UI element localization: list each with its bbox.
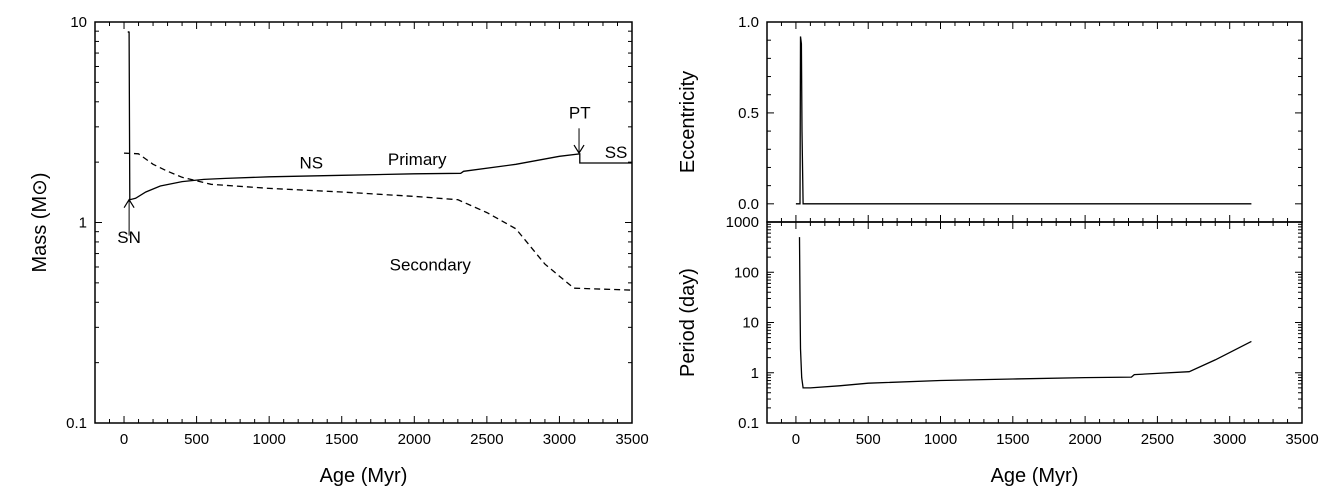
x-tick-label: 0 (792, 431, 800, 448)
x-tick-label: 3500 (615, 431, 648, 448)
x-tick-label: 500 (184, 431, 209, 448)
eccentricity-panel: 0.0 0.5 1.0 Eccentricity (677, 14, 1303, 223)
annotation-ns: NS (299, 153, 323, 172)
y-tick-label: 0.1 (738, 415, 759, 432)
y-tick-label: 100 (734, 264, 759, 281)
x-tick-label: 2000 (1068, 431, 1101, 448)
y-tick-label: 10 (70, 14, 87, 31)
x-tick-label: 3500 (1285, 431, 1318, 448)
y-tick-label: 1 (751, 365, 759, 382)
annotation-sn: SN (117, 228, 141, 247)
x-tick-label: 1000 (252, 431, 285, 448)
y-tick-label: 1 (79, 215, 87, 232)
eccentricity-plot-frame (766, 21, 1303, 223)
x-axis-title: Age (Myr) (991, 465, 1079, 486)
x-tick-label: 1500 (996, 431, 1029, 448)
period-plot-frame (766, 221, 1303, 424)
mass-plot-frame (94, 21, 633, 424)
y-axis-title-close: ) (29, 172, 51, 179)
sun-symbol: ⊙ (29, 179, 51, 196)
x-tick-label: 2000 (398, 431, 431, 448)
series-primary (127, 31, 632, 201)
x-tick-label: 1500 (325, 431, 358, 448)
series-line (798, 237, 1252, 389)
period-panel: 0 500 1000 1500 2000 2500 3000 3500 0.1 1 10 100 100… (677, 214, 1319, 486)
x-tick-label: 3000 (543, 431, 576, 448)
series-secondary (123, 152, 633, 291)
series-line (795, 36, 1252, 205)
pt-arrow-head (573, 144, 585, 155)
x-axis-title: Age (Myr) (320, 465, 408, 486)
y-tick-label: 0.1 (66, 415, 87, 432)
y-tick-label: 0.5 (738, 105, 759, 122)
x-tick-label: 1000 (924, 431, 957, 448)
x-tick-label: 2500 (470, 431, 503, 448)
y-tick-label: 0.0 (738, 196, 759, 213)
annotation-secondary: Secondary (390, 256, 472, 275)
annotation-primary: Primary (388, 150, 447, 169)
x-tick-label: 0 (120, 431, 128, 448)
annotation-ss: SS (605, 143, 628, 162)
y-axis-title: Mass (M⊙) (29, 172, 51, 272)
y-axis-title: Period (day) (677, 268, 699, 377)
y-tick-label: 10 (742, 315, 759, 332)
y-axis-title-main: Mass (M (29, 196, 51, 273)
x-tick-label: 500 (856, 431, 881, 448)
y-tick-label: 1000 (726, 214, 759, 231)
sn-arrow-head (123, 198, 135, 208)
mass-panel: 0 500 1000 1500 2000 2500 3000 3500 0.1 1 10 Age (M… (29, 14, 649, 486)
y-axis-title: Eccentricity (677, 71, 699, 173)
y-tick-label: 1.0 (738, 14, 759, 31)
x-tick-label: 2500 (1141, 431, 1174, 448)
annotation-pt: PT (569, 104, 591, 123)
x-tick-label: 3000 (1213, 431, 1246, 448)
